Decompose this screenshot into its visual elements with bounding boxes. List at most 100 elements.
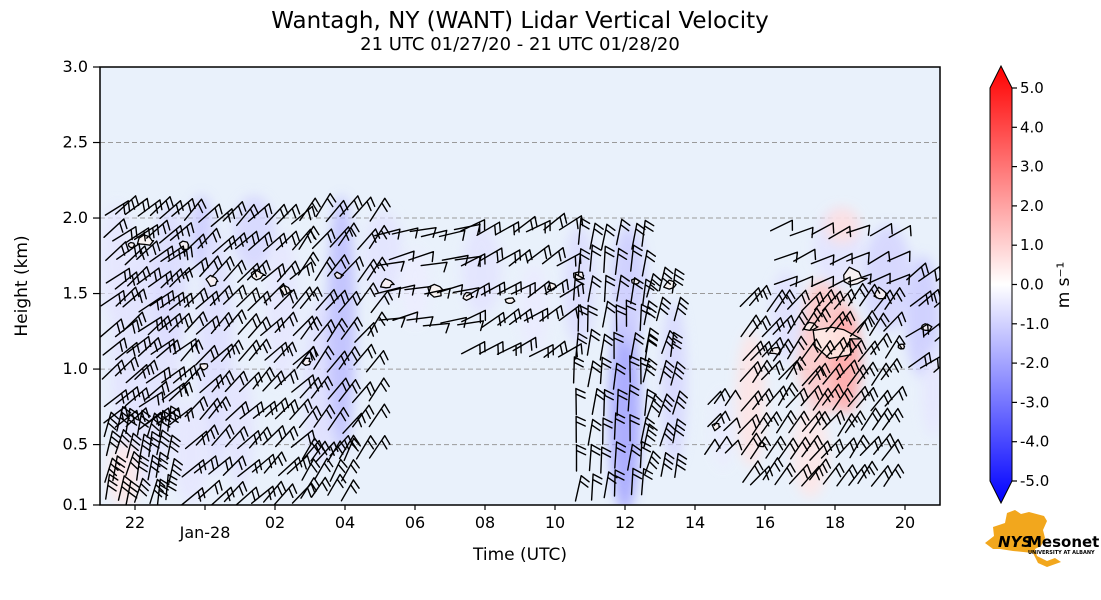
x-tick-label-Jan-28: Jan-28	[179, 523, 231, 542]
wind-barb	[223, 309, 247, 332]
wind-barb	[724, 389, 742, 407]
wind-barb	[760, 411, 783, 434]
wind-barb	[224, 370, 249, 393]
wind-barb	[236, 287, 261, 308]
wind-barb	[887, 250, 911, 262]
wind-barb	[225, 426, 249, 448]
wind-barb	[300, 316, 323, 340]
wind-barb	[777, 382, 799, 406]
logo-mesonet-text: Mesonet	[1027, 533, 1099, 551]
wind-barb	[603, 274, 616, 303]
wind-barb	[801, 435, 823, 458]
wind-barb	[822, 383, 844, 406]
wind-barb	[125, 364, 151, 384]
wind-barb	[116, 406, 132, 432]
wind-barb	[603, 245, 615, 273]
wind-barb	[329, 458, 348, 482]
wind-barb	[643, 300, 658, 326]
wind-barb	[808, 362, 831, 385]
wind-barb	[136, 240, 161, 260]
wind-barb	[749, 284, 772, 306]
wind-barb	[646, 273, 662, 298]
wind-barb	[291, 205, 316, 225]
wind-barb	[368, 403, 391, 428]
wind-barb	[180, 339, 204, 362]
wind-barb	[558, 215, 584, 231]
wind-barb	[586, 304, 598, 333]
wind-barb	[770, 219, 794, 232]
wind-barb	[670, 331, 683, 357]
wind-barb	[365, 350, 389, 373]
wind-barb	[327, 377, 351, 400]
wind-barb	[222, 284, 247, 305]
wind-barb	[222, 455, 247, 476]
wind-barb	[222, 201, 247, 222]
wind-barb	[575, 415, 586, 444]
wind-barb	[184, 396, 209, 418]
wind-barb	[159, 200, 184, 220]
wind-barb	[869, 223, 893, 237]
wind-barb	[641, 219, 655, 247]
plot-frame	[99, 66, 941, 506]
y-tick-label-3.0: 3.0	[63, 57, 88, 76]
contour-loop	[812, 326, 862, 360]
shade-blob	[520, 263, 548, 354]
wind-barb	[575, 387, 586, 416]
wind-barb	[934, 335, 940, 342]
wind-barb	[742, 340, 766, 362]
wind-barb	[559, 282, 585, 298]
wind-barb	[613, 469, 625, 497]
wind-barb	[368, 377, 390, 402]
wind-barb	[658, 266, 674, 292]
wind-barb	[495, 221, 520, 236]
wind-barb	[377, 260, 405, 272]
wind-barb	[211, 256, 235, 278]
wind-barb	[787, 310, 808, 334]
wind-barb	[855, 387, 879, 409]
wind-barb	[310, 440, 331, 462]
colorbar-tick-label--3.0: -3.0	[1020, 393, 1049, 411]
wind-barb	[161, 366, 187, 384]
wind-barb	[180, 487, 206, 505]
x-tick-label-10: 10	[545, 513, 565, 532]
colorbar-tick-label-1.0: 1.0	[1020, 236, 1044, 254]
colorbar-tick-label-2.0: 2.0	[1020, 197, 1044, 215]
wind-barb	[314, 256, 336, 281]
wind-barb	[225, 401, 250, 421]
wind-barb	[138, 433, 153, 460]
wind-barb	[629, 414, 640, 442]
wind-barb	[313, 345, 335, 370]
wind-barb	[646, 394, 663, 419]
wind-barb	[672, 418, 687, 444]
chart-title: Wantagh, NY (WANT) Lidar Vertical Veloci…	[271, 8, 768, 34]
wind-barb	[184, 257, 209, 276]
y-tick-label-1.5: 1.5	[63, 284, 88, 303]
wind-barb	[166, 434, 181, 461]
shade-blob	[462, 225, 501, 317]
wind-barb	[590, 473, 603, 501]
wind-barb	[438, 229, 466, 241]
wind-barb	[801, 365, 825, 387]
wind-barb	[812, 387, 834, 411]
wind-barb	[587, 360, 602, 388]
wind-barb	[707, 413, 725, 428]
wind-barb	[168, 458, 183, 484]
wind-barb	[761, 360, 784, 381]
wind-barb	[169, 292, 194, 311]
wind-barb	[146, 412, 163, 438]
wind-barb	[857, 310, 879, 334]
wind-barb	[885, 335, 906, 359]
wind-barb	[172, 364, 198, 384]
wind-barb	[543, 212, 568, 231]
wind-barb	[237, 313, 261, 335]
wind-barb	[122, 288, 147, 308]
wind-barb	[374, 228, 401, 240]
y-tick-label-2.5: 2.5	[63, 133, 88, 152]
wind-barb	[630, 277, 644, 305]
wind-barb	[369, 197, 391, 222]
wind-barb	[615, 304, 627, 332]
wind-barb	[125, 480, 140, 505]
colorbar-tick-label-5.0: 5.0	[1020, 79, 1044, 97]
wind-barb	[211, 424, 235, 446]
x-tick-label-04: 04	[335, 513, 355, 532]
